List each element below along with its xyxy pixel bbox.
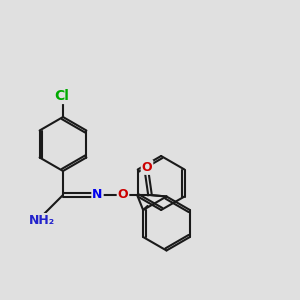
Text: O: O — [142, 161, 152, 174]
Text: NH₂: NH₂ — [29, 214, 55, 227]
Text: Cl: Cl — [54, 89, 69, 103]
Text: O: O — [118, 188, 128, 202]
Text: N: N — [92, 188, 103, 202]
